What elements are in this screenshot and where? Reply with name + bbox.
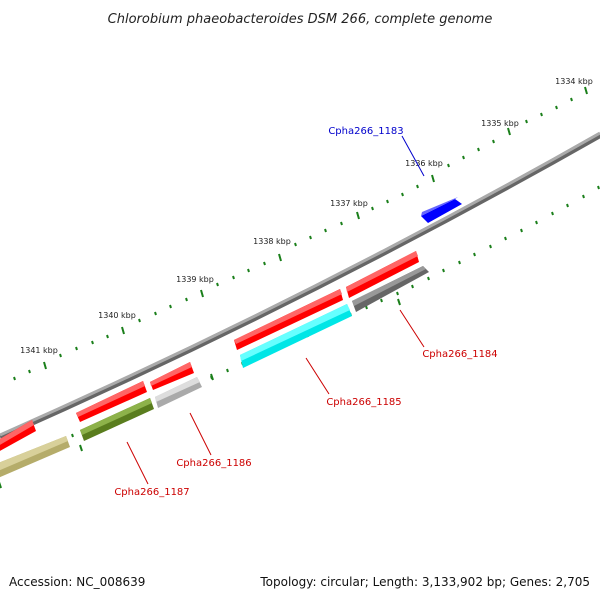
gene-label-cpha266-1183[interactable]: Cpha266_1183: [328, 126, 403, 137]
major-tick: [507, 127, 511, 136]
gene-cpha266-1184-forward[interactable]: [346, 251, 419, 298]
kbp-label: 1340 kbp: [98, 311, 136, 320]
major-tick: [121, 326, 125, 335]
kbp-label: 1337 kbp: [330, 199, 368, 208]
gene-label-cpha266-1187[interactable]: Cpha266_1187: [114, 487, 189, 498]
backbone-highlight: [0, 131, 600, 437]
kbp-label: 1339 kbp: [176, 275, 214, 284]
reverse-strand-genes: [0, 266, 429, 478]
gene-edge-forward[interactable]: [0, 420, 36, 452]
kbp-label: 1338 kbp: [253, 237, 291, 246]
kbp-scale-labels: 1334 kbp 1335 kbp 1336 kbp 1337 kbp 1338…: [20, 77, 593, 355]
major-tick: [278, 253, 282, 262]
gene-callouts: Cpha266_1183 Cpha266_1184 Cpha266_1185 C…: [114, 126, 497, 498]
inner-minor-ticks: [9, 185, 600, 463]
outer-tick-track: [13, 86, 588, 381]
major-tick: [43, 361, 47, 370]
kbp-label: 1335 kbp: [481, 119, 519, 128]
callout-line: [399, 309, 425, 348]
callout-line: [401, 135, 425, 177]
gene-cpha266-1185[interactable]: [240, 304, 352, 368]
gene-label-cpha266-1184[interactable]: Cpha266_1184: [422, 349, 497, 360]
gene-cpha266-1183[interactable]: [421, 197, 462, 223]
map-title: Chlorobium phaeobacteroides DSM 266, com…: [108, 12, 493, 27]
forward-strand-genes: [0, 197, 462, 452]
accession-text: Accession: NC_008639: [9, 575, 145, 589]
major-tick: [200, 289, 204, 298]
gene-cpha266-1184[interactable]: [352, 266, 429, 312]
kbp-label: 1334 kbp: [555, 77, 593, 86]
callout-line: [189, 412, 212, 456]
gene-label-cpha266-1186[interactable]: Cpha266_1186: [176, 458, 251, 469]
minor-ticks: [13, 97, 573, 381]
major-tick: [356, 211, 360, 220]
gene-cpha266-1185-forward[interactable]: [234, 289, 343, 350]
topology-text: Topology: circular; Length: 3,133,902 bp…: [259, 575, 590, 589]
gene-edge-reverse[interactable]: [0, 436, 70, 478]
callout-line: [305, 357, 330, 395]
gene-cpha266-1187-forward[interactable]: [76, 381, 147, 422]
kbp-label: 1336 kbp: [405, 159, 443, 168]
gene-label-cpha266-1185[interactable]: Cpha266_1185: [326, 397, 401, 408]
genome-backbone: [0, 131, 600, 440]
gene-cpha266-1187[interactable]: [80, 398, 154, 441]
major-tick: [584, 86, 588, 95]
callout-line: [126, 441, 149, 485]
gene-cpha266-1186[interactable]: [155, 377, 202, 408]
backbone-shadow: [0, 132, 600, 440]
gene-cpha266-1186-forward[interactable]: [150, 362, 194, 390]
major-tick: [431, 174, 435, 183]
kbp-label: 1341 kbp: [20, 346, 58, 355]
